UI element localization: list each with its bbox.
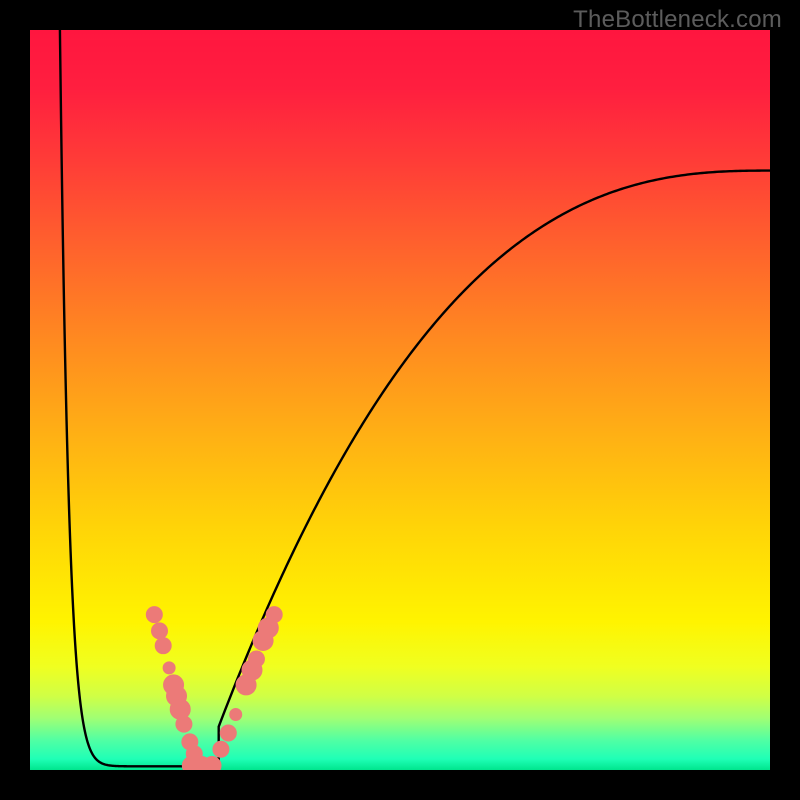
curve-layer: [0, 0, 800, 800]
data-marker: [213, 741, 229, 757]
chart-stage: TheBottleneck.com: [0, 0, 800, 800]
data-marker: [146, 607, 162, 623]
data-marker: [203, 757, 221, 775]
data-marker: [230, 709, 242, 721]
data-marker: [152, 623, 168, 639]
watermark-text: TheBottleneck.com: [573, 6, 782, 34]
data-marker: [176, 716, 192, 732]
data-marker: [163, 662, 175, 674]
data-marker: [220, 725, 236, 741]
data-marker: [266, 607, 282, 623]
data-marker: [248, 651, 264, 667]
chart-content: [60, 4, 770, 774]
data-marker: [155, 638, 171, 654]
